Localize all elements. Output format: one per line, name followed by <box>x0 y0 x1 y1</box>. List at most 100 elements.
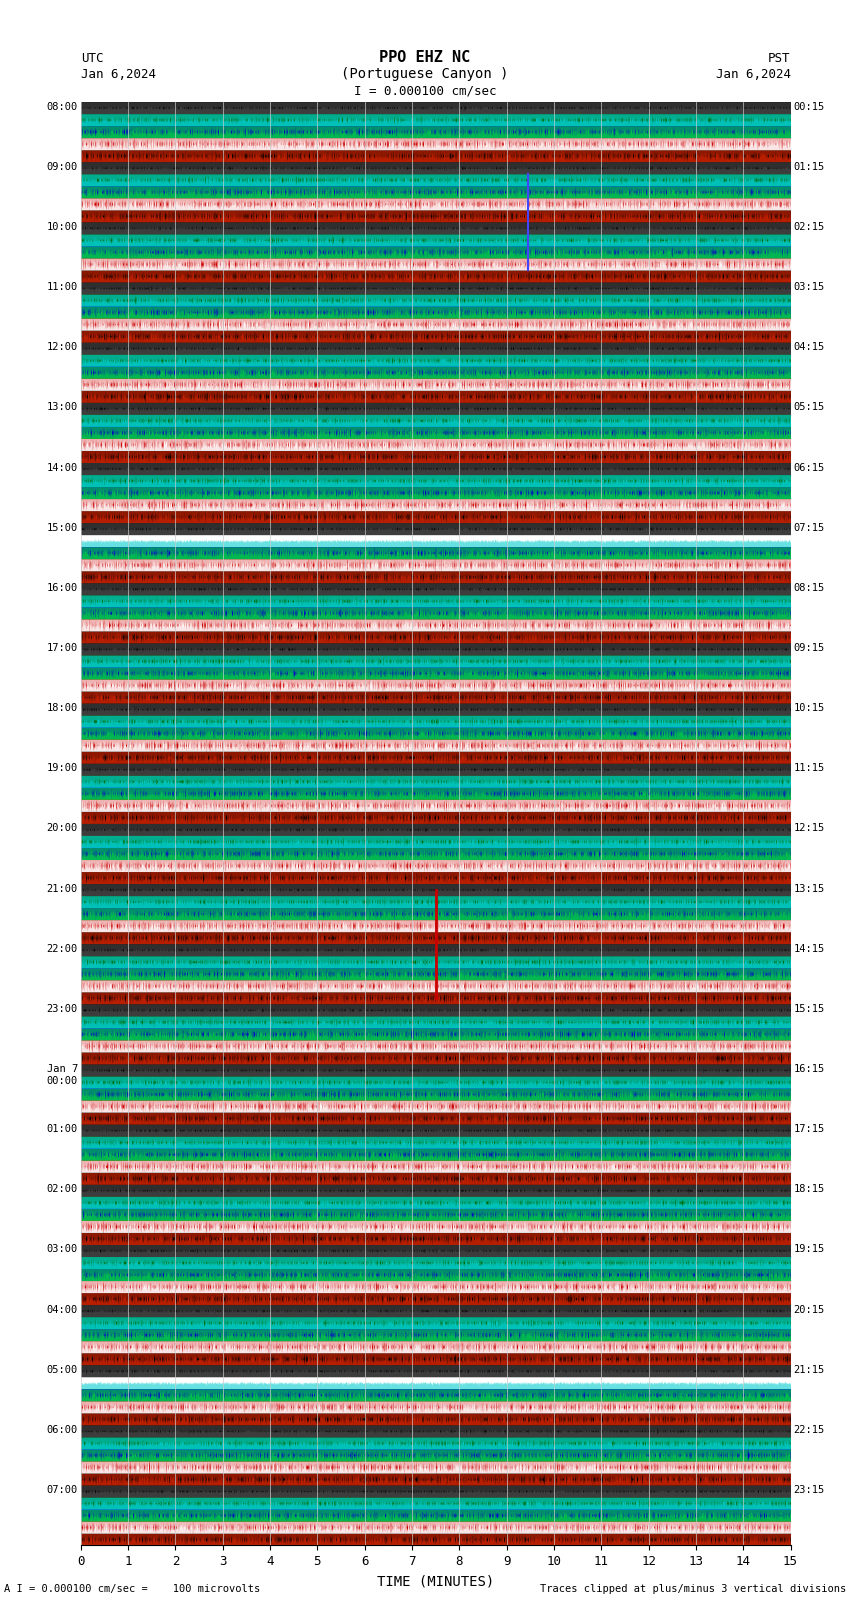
Bar <box>81 402 791 415</box>
Bar <box>81 860 791 871</box>
Bar <box>81 776 791 787</box>
Bar <box>81 318 791 331</box>
Bar <box>81 185 791 198</box>
Bar <box>81 968 791 979</box>
Bar <box>81 463 791 474</box>
Bar <box>81 787 791 800</box>
Bar <box>81 223 791 234</box>
Bar <box>81 558 791 571</box>
Bar <box>81 582 791 595</box>
Bar <box>81 547 791 558</box>
Bar <box>81 1378 791 1389</box>
Bar <box>81 366 791 379</box>
Bar <box>81 715 791 727</box>
Text: Traces clipped at plus/minus 3 vertical divisions: Traces clipped at plus/minus 3 vertical … <box>540 1584 846 1594</box>
Bar <box>81 847 791 860</box>
Bar <box>81 1461 791 1473</box>
Bar <box>81 1076 791 1089</box>
Bar <box>81 1316 791 1329</box>
Bar <box>81 631 791 644</box>
Text: (Portuguese Canyon ): (Portuguese Canyon ) <box>341 68 509 82</box>
Text: UTC: UTC <box>81 52 103 65</box>
Bar <box>81 884 791 895</box>
Bar <box>81 1281 791 1292</box>
Bar <box>81 1100 791 1113</box>
Bar <box>81 294 791 306</box>
Bar <box>81 269 791 282</box>
Bar <box>81 1065 791 1076</box>
Bar <box>81 992 791 1003</box>
Text: Jan 6,2024: Jan 6,2024 <box>81 68 156 81</box>
Bar <box>81 763 791 776</box>
Bar <box>81 1292 791 1305</box>
Text: Jan 6,2024: Jan 6,2024 <box>716 68 790 81</box>
Bar <box>81 800 791 811</box>
Bar <box>81 306 791 318</box>
Bar <box>81 595 791 606</box>
Bar <box>81 1197 791 1208</box>
Text: A I = 0.000100 cm/sec =    100 microvolts: A I = 0.000100 cm/sec = 100 microvolts <box>4 1584 260 1594</box>
Bar <box>81 536 791 547</box>
Bar <box>81 1052 791 1065</box>
Bar <box>81 390 791 402</box>
Bar <box>81 836 791 847</box>
Bar <box>81 908 791 919</box>
Bar <box>81 811 791 824</box>
Bar <box>81 1208 791 1221</box>
Bar <box>81 1424 791 1437</box>
Bar <box>81 1027 791 1040</box>
Bar <box>81 523 791 536</box>
Bar <box>81 1232 791 1245</box>
Bar <box>81 1148 791 1160</box>
Bar <box>81 102 791 113</box>
Bar <box>81 1305 791 1316</box>
Bar <box>81 1329 791 1340</box>
Bar <box>81 1040 791 1052</box>
Bar <box>81 679 791 690</box>
Bar <box>81 1257 791 1268</box>
Bar <box>81 258 791 269</box>
Bar <box>81 655 791 668</box>
Bar <box>81 739 791 752</box>
Bar <box>81 113 791 126</box>
Bar <box>81 1245 791 1257</box>
Bar <box>81 439 791 450</box>
Bar <box>81 703 791 715</box>
Bar <box>81 126 791 137</box>
Bar <box>81 1184 791 1197</box>
Bar <box>81 752 791 763</box>
Bar <box>81 474 791 487</box>
Bar <box>81 1510 791 1521</box>
Bar <box>81 1378 791 1389</box>
Bar <box>81 1473 791 1486</box>
Bar <box>81 150 791 161</box>
Bar <box>81 619 791 631</box>
Bar <box>81 1534 791 1545</box>
Bar <box>81 1413 791 1424</box>
X-axis label: TIME (MINUTES): TIME (MINUTES) <box>377 1574 494 1589</box>
Bar <box>81 1448 791 1461</box>
Bar <box>81 1016 791 1027</box>
Bar <box>81 1353 791 1365</box>
Bar <box>81 282 791 294</box>
Bar <box>81 668 791 679</box>
Bar <box>81 824 791 836</box>
Bar <box>81 234 791 247</box>
Bar <box>81 174 791 185</box>
Bar <box>81 932 791 944</box>
Bar <box>81 450 791 463</box>
Text: I = 0.000100 cm/sec: I = 0.000100 cm/sec <box>354 84 496 97</box>
Bar <box>81 727 791 739</box>
Bar <box>81 247 791 258</box>
Bar <box>81 1521 791 1534</box>
Bar <box>81 1389 791 1400</box>
Bar <box>81 979 791 992</box>
Bar <box>81 1113 791 1124</box>
Bar <box>81 1221 791 1232</box>
Bar <box>81 415 791 426</box>
Bar <box>81 1160 791 1173</box>
Bar <box>81 498 791 511</box>
Bar <box>81 331 791 342</box>
Bar <box>81 1340 791 1353</box>
Bar <box>81 871 791 884</box>
